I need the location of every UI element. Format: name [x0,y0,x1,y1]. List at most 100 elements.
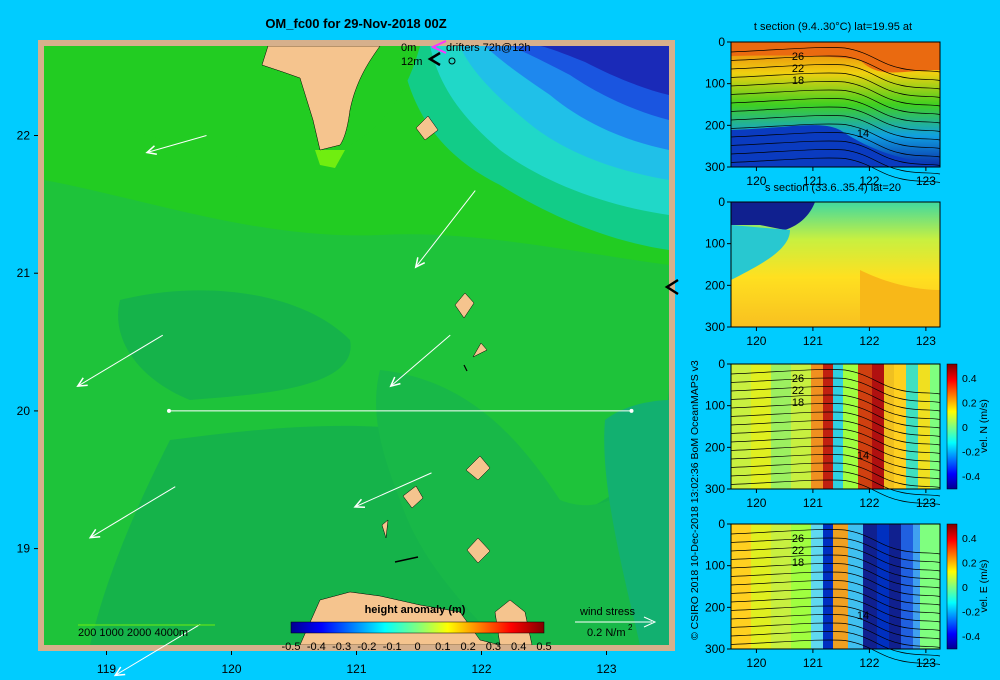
section-x-tick-label: 123 [916,496,936,510]
wind-vector [414,190,476,269]
section-y-tick-label: 300 [705,320,725,334]
velocity-band [843,364,858,489]
isotherm-line [730,428,941,454]
velocity-band [833,364,843,489]
section-x-tick-label: 122 [859,496,879,510]
isotherm-line [730,149,941,175]
section-y-tick-label: 100 [705,237,725,251]
isotherm-line [730,157,941,183]
isotherm-line [730,437,941,463]
section-x-tick-label: 120 [746,496,766,510]
velocity-band [811,524,823,649]
map-x-tick-label: 120 [221,662,241,676]
velocity-colorbar-tick-label: -0.4 [962,631,980,643]
wind-vector [76,334,164,388]
wind-vector [389,334,451,388]
colorbar-tick-label: -0.3 [332,641,351,653]
map-panel: 0m 12m drifters 72h@12h 200 1000 2000 40… [17,40,679,677]
isotherm-line [730,132,941,158]
vel-n-colorbar-label: vel. N (m/s) [978,399,990,453]
velocity-band [901,524,913,649]
velocity-colorbar-tick-label: 0.4 [962,533,977,545]
section-y-tick-label: 100 [705,559,725,573]
isotherm-line [730,605,941,631]
t-section-axes: 120 121 122 123 0 100 200 300 [705,35,936,188]
contour-label: 22 [792,63,804,75]
isotherm-line [730,537,941,563]
map-x-tick-label: 123 [596,662,616,676]
map-y-tick-label: 20 [17,404,31,418]
section-x-tick-label: 122 [859,656,879,670]
section-x-tick-label: 123 [916,174,936,188]
s-section-title: s section (33.6..35.4) lat=20 [765,182,901,194]
map-x-tick-label: 119 [97,662,116,676]
wind-vector-shaft [354,472,432,508]
velocity-band [791,524,811,649]
velocity-colorbar-tick-label: -0.2 [962,607,980,619]
colorbar-tick-label: -0.1 [383,641,402,653]
colorbar-tick-label: 0.5 [536,641,551,653]
velocity-band [731,364,751,489]
colorbar-tick-label: -0.2 [357,641,376,653]
contour-label: 26 [792,51,804,63]
velocity-band [731,524,751,649]
drifter-0m-arrow-icon [430,40,447,54]
section-x-tick-label: 120 [746,174,766,188]
s-low-layer [731,225,790,280]
section-y-tick-label: 0 [718,35,725,49]
section-y-tick-label: 200 [705,118,725,132]
section-y-tick-label: 300 [705,160,725,174]
wind-vector [353,472,432,508]
isotherm-line [730,554,941,580]
velocity-band [894,364,906,489]
velocity-band [833,524,848,649]
section-line [167,408,634,413]
isotherm-line [730,471,941,497]
vel-e-stripes [731,524,920,649]
contour-label: 18 [792,75,804,87]
colorbar-label: height anomaly (m) [365,604,466,616]
vel-e-colorbar-label: vel. E (m/s) [978,559,990,612]
vel-e-contours [730,529,941,665]
wind-vector-shaft [415,190,476,268]
isotherm-line [730,529,941,555]
t-warm-layer [731,42,940,73]
isotherm-line [730,445,941,471]
section-x-tick-label: 121 [803,174,823,188]
s-high-layer [860,270,940,327]
vel-e-frame [730,523,941,650]
colorbar-tick-label: 0.2 [460,641,475,653]
wind-vector-arrowhead-icon [145,145,157,155]
isotherm-line [730,597,941,623]
contour-label: 14 [857,450,869,462]
section-x-tick-label: 122 [859,334,879,348]
isotherm-line [730,462,941,488]
isotherm-line [730,614,941,640]
depth-0-label: 0m [401,42,416,54]
colorbar-tick-label: -0.5 [282,641,301,653]
isotherm-line [730,403,941,429]
isotherm-line [730,639,941,665]
t-section-frame [730,41,941,168]
section-y-tick-label: 200 [705,278,725,292]
wind-vector-shaft [146,135,207,153]
section-y-tick-label: 300 [705,482,725,496]
isotherm-line [730,369,941,395]
colorbar-ticks: -0.5 -0.4 -0.3 -0.2 -0.1 0 0.1 0.2 0.3 0.4 0.5 [282,641,552,653]
s-section-panel: s section (33.6..35.4) lat=20 120 121 122 1… [705,182,941,348]
wind-stress-value: 0.2 N/m [587,627,626,639]
velocity-band [872,364,884,489]
velocity-band [823,524,833,649]
velocity-band [791,364,811,489]
wind-vector-arrowhead-icon [76,377,88,388]
section-x-tick-label: 121 [803,496,823,510]
figure-title: OM_fc00 for 29-Nov-2018 00Z [265,16,446,31]
vel-e-colorbar [946,523,958,650]
section-y-tick-label: 200 [705,600,725,614]
t-section-panel: t section (9.4..30°C) lat=19.95 at 26221… [705,21,941,188]
wind-stress-exponent: 2 [628,623,633,632]
map-y-tick-label: 21 [17,266,31,280]
